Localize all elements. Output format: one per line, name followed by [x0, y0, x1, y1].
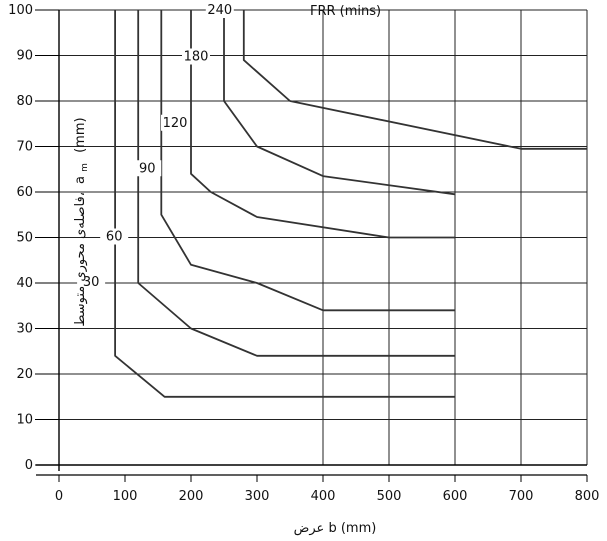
curve-label-180: 180 [184, 50, 209, 65]
x-tick-label: 800 [575, 489, 600, 504]
curve-label-90: 90 [139, 161, 156, 176]
series-line-240 [242, 10, 587, 150]
y-axis-label-sub: m [80, 163, 90, 172]
curve-label-60: 60 [106, 230, 123, 245]
svg-text:فاصله‌ی محوری متوسط، a: فاصله‌ی محوری متوسط، a m (mm) [73, 117, 91, 326]
x-tick-label: 300 [245, 489, 270, 504]
y-tick-label: 90 [16, 49, 33, 64]
y-axis-label-a: a [73, 176, 88, 184]
y-tick-label: 40 [16, 276, 33, 291]
chart-title: FRR (mins) [310, 4, 381, 19]
curve-label-backdrop [161, 114, 189, 131]
series-line-90 [160, 10, 455, 312]
tick-labels: 0 10 20 30 40 50 60 70 80 90 100 0 100 200 300 400 500 60… [8, 3, 599, 504]
curve-label-backdrop [182, 48, 210, 65]
y-axis-label: فاصله‌ی محوری متوسط، a m (mm) [73, 117, 91, 326]
x-axis-label: عرض b (mm) [294, 521, 377, 536]
series-lines [114, 10, 587, 398]
series-line-120 [190, 10, 455, 239]
y-tick-label: 100 [8, 3, 33, 18]
y-tick-label: 0 [25, 458, 33, 473]
curve-label-240: 240 [207, 3, 232, 18]
curve-label-30: 30 [83, 275, 100, 290]
title-backdrop [226, 2, 366, 20]
series-line-30 [114, 10, 455, 398]
curve-labels: 30 60 90 120 180 240 [77, 2, 234, 290]
y-tick-label: 20 [16, 367, 33, 382]
series-line-180 [223, 10, 456, 196]
y-axis-label-persian: فاصله‌ی محوری متوسط، [73, 192, 88, 327]
x-tick-label: 0 [55, 489, 63, 504]
x-tick-label: 500 [377, 489, 402, 504]
curve-label-120: 120 [163, 116, 188, 131]
y-tick-label: 60 [16, 185, 33, 200]
curve-label-backdrop [205, 2, 234, 18]
y-tick-label: 50 [16, 231, 33, 246]
x-tick-label: 200 [179, 489, 204, 504]
x-tick-label: 700 [509, 489, 534, 504]
y-tick-label: 70 [16, 140, 33, 155]
y-tick-label: 10 [16, 413, 33, 428]
x-tick-label: 100 [113, 489, 138, 504]
curve-label-backdrop [100, 228, 129, 245]
y-tick-label: 30 [16, 322, 33, 337]
curve-label-backdrop [133, 160, 162, 177]
axes [36, 10, 587, 476]
x-tick-label: 600 [443, 489, 468, 504]
series-line-60 [137, 10, 455, 357]
x-tick-label: 400 [311, 489, 336, 504]
y-axis-label-unit: (mm) [73, 117, 88, 152]
curve-label-backdrop [77, 274, 106, 290]
grid [59, 2, 588, 465]
y-tick-label: 80 [16, 94, 33, 109]
